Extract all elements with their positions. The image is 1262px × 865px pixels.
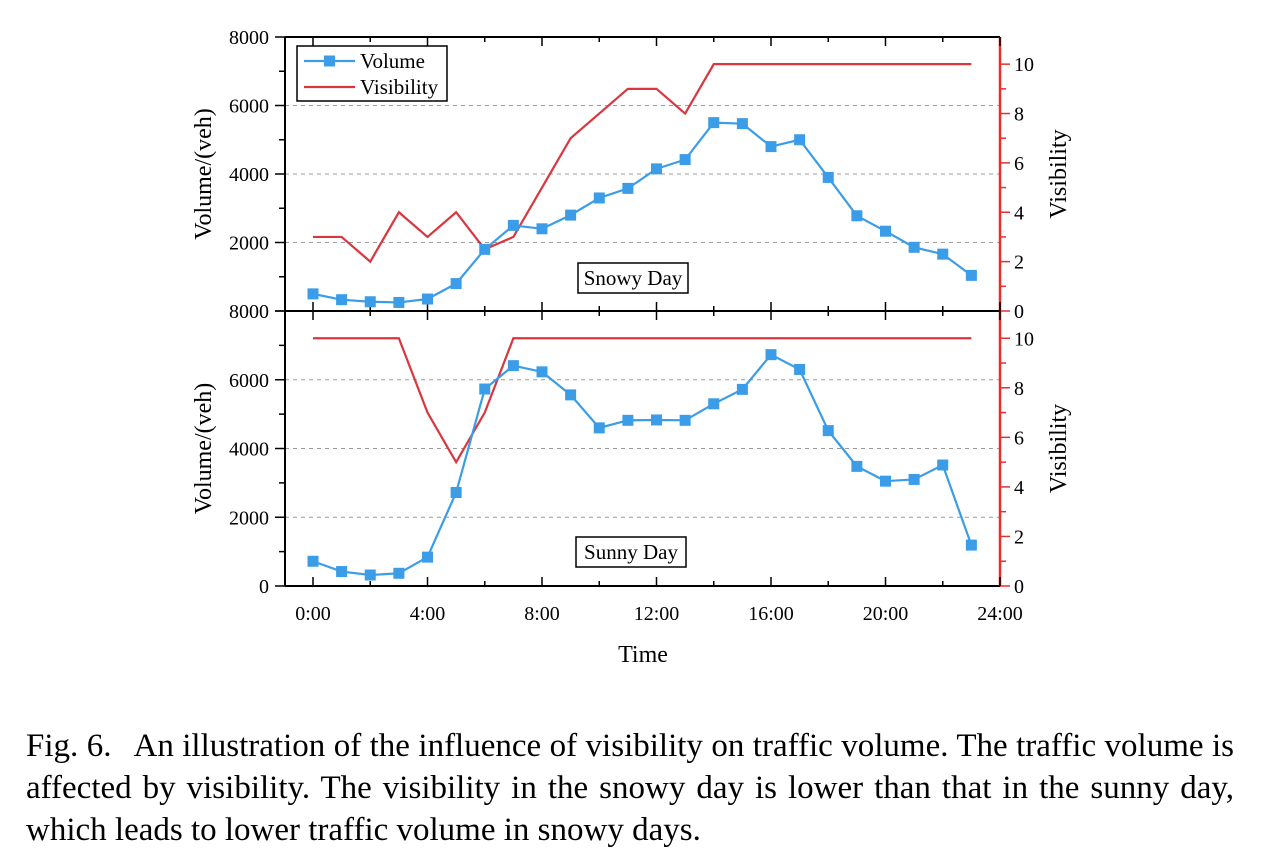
y2-tick-label: 4 — [1014, 477, 1024, 499]
panel-annotation: Sunny Day — [584, 540, 678, 564]
volume-point — [651, 163, 662, 175]
y-tick-label: 8000 — [229, 27, 269, 49]
volume-point — [507, 219, 519, 231]
visibility-series-line — [313, 63, 972, 264]
y-tick-label: 4000 — [229, 439, 269, 461]
volume-point — [765, 349, 777, 361]
legend-box — [296, 45, 448, 102]
sunny-day-panel: 0 2000 4000 6000 8000 0 2 4 6 8 10 0:00 4:00 8:00 12:0… — [191, 301, 1072, 625]
y2-axis-title: Visibility — [1046, 404, 1072, 493]
volume-point — [851, 460, 863, 472]
x-tick-label: 16:00 — [748, 603, 794, 625]
volume-point — [937, 459, 949, 471]
volume-point — [336, 294, 348, 306]
legend-volume-marker — [324, 55, 335, 67]
volume-point — [393, 567, 405, 579]
volume-point — [565, 209, 577, 221]
y2-tick-label: 6 — [1014, 427, 1024, 449]
y2-tick-label: 4 — [1014, 202, 1024, 224]
panel-annotation-box — [575, 536, 687, 568]
y-tick-label: 2000 — [229, 233, 269, 255]
caption-text: An illustration of the influence of visi… — [26, 728, 1234, 848]
y-tick-label: 6000 — [229, 96, 269, 118]
volume-point — [880, 475, 891, 487]
volume-point — [794, 363, 806, 375]
figure-caption: Fig. 6. An illustration of the influence … — [26, 725, 1234, 851]
volume-point — [708, 398, 720, 410]
y-tick-label: 6000 — [229, 370, 269, 392]
x-tick-label: 12:00 — [634, 603, 680, 625]
y2-tick-label: 0 — [1014, 301, 1024, 323]
volume-point — [422, 551, 433, 563]
volume-point — [736, 118, 748, 130]
volume-point — [565, 389, 577, 401]
volume-point — [536, 223, 548, 235]
visibility-series-line — [313, 337, 972, 465]
y2-tick-label: 2 — [1014, 252, 1024, 274]
volume-point — [479, 383, 491, 395]
volume-point — [851, 210, 863, 222]
y2-tick-label: 0 — [1014, 576, 1024, 598]
y-tick-label: 0 — [259, 576, 269, 598]
volume-point — [307, 288, 319, 300]
y2-tick-label: 10 — [1014, 54, 1034, 76]
caption-label: Fig. 6. — [26, 728, 112, 764]
x-tick-label: 8:00 — [524, 603, 560, 625]
snowy-day-panel: 2000 4000 6000 8000 0 2 4 6 8 10 Volume/(veh) Visib… — [191, 27, 1072, 323]
volume-point — [450, 278, 462, 290]
volume-point — [450, 487, 462, 498]
panel-annotation: Snowy Day — [584, 266, 683, 290]
volume-point — [765, 141, 777, 153]
volume-point — [708, 117, 720, 129]
volume-point — [536, 366, 548, 378]
volume-point — [307, 555, 319, 567]
volume-point — [593, 422, 605, 434]
volume-point — [880, 225, 891, 237]
volume-point — [937, 248, 949, 260]
volume-point — [393, 296, 405, 308]
x-tick-label: 4:00 — [410, 603, 446, 625]
volume-point — [679, 414, 691, 426]
y-axis-title: Volume/(veh) — [191, 383, 217, 515]
y-tick-label: 8000 — [229, 301, 269, 323]
volume-point — [651, 414, 662, 426]
volume-point — [736, 383, 748, 395]
volume-point — [479, 243, 491, 255]
volume-point — [593, 192, 605, 204]
y2-tick-label: 8 — [1014, 378, 1024, 400]
volume-point — [908, 473, 920, 485]
volume-point — [422, 293, 433, 305]
y2-tick-label: 2 — [1014, 526, 1024, 548]
y2-tick-label: 8 — [1014, 104, 1024, 126]
x-tick-label: 20:00 — [863, 603, 909, 625]
volume-point — [822, 171, 834, 183]
y2-tick-label: 6 — [1014, 153, 1024, 175]
legend-volume-label: Volume — [360, 49, 425, 73]
y-axis-title: Volume/(veh) — [191, 108, 217, 240]
y2-tick-label: 10 — [1014, 328, 1034, 350]
x-axis-title: Time — [618, 642, 668, 668]
volume-point — [622, 182, 634, 194]
x-tick-label: 24:00 — [977, 603, 1023, 625]
volume-point — [908, 241, 920, 253]
volume-point — [622, 414, 634, 426]
volume-point — [507, 360, 519, 372]
volume-point — [822, 425, 834, 437]
legend-visibility-label: Visibility — [360, 75, 439, 99]
panel-annotation-box — [577, 262, 689, 294]
y2-axis-title: Visibility — [1046, 129, 1072, 218]
volume-point — [679, 154, 691, 166]
x-tick-label: 0:00 — [295, 603, 331, 625]
y-tick-label: 2000 — [229, 507, 269, 529]
figure: 2000 4000 6000 8000 0 2 4 6 8 10 Volume/(veh) Visib… — [191, 27, 1072, 668]
volume-point — [364, 296, 376, 308]
y-tick-label: 4000 — [229, 164, 269, 186]
volume-point — [965, 539, 977, 551]
volume-point — [965, 269, 977, 281]
volume-point — [336, 566, 348, 578]
volume-point — [364, 569, 376, 581]
volume-point — [794, 134, 806, 146]
